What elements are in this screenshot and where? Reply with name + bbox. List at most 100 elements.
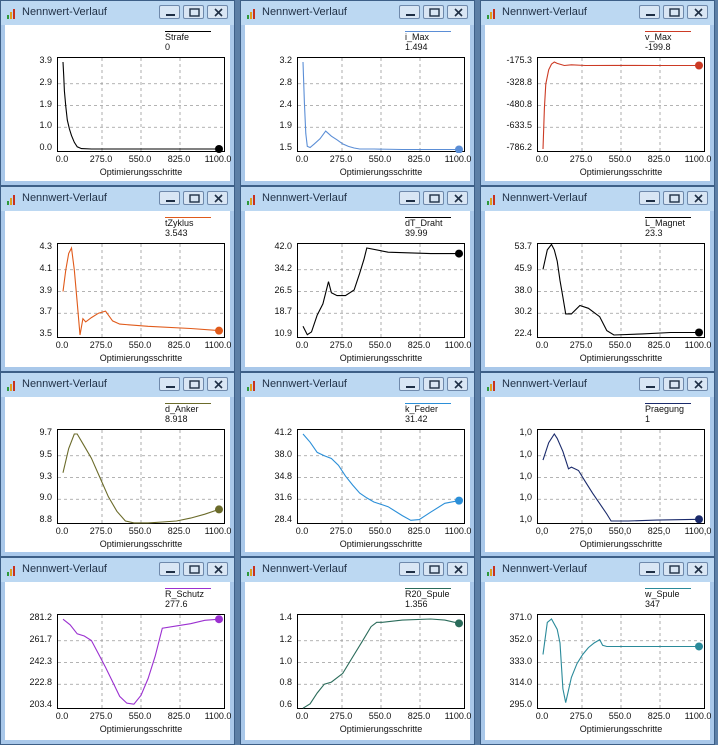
x-tick-label: 1100.0 xyxy=(444,340,472,350)
maximize-button[interactable] xyxy=(183,377,204,391)
maximize-button[interactable] xyxy=(183,191,204,205)
maximize-button[interactable] xyxy=(663,562,684,576)
chart-svg xyxy=(298,244,466,339)
legend-current-value: 23.3 xyxy=(645,228,663,238)
close-button[interactable] xyxy=(687,5,708,19)
y-tick-label: 3.7 xyxy=(39,306,52,317)
close-button[interactable] xyxy=(687,562,708,576)
series-line xyxy=(542,618,699,703)
chart-window[interactable]: Nennwert-Verlauf tZyklus 3.543 4.3 4.1 3.9 3.7… xyxy=(0,186,235,372)
close-button[interactable] xyxy=(207,562,228,576)
chart-window[interactable]: Nennwert-Verlauf L_Magnet 23.3 53.7 45.9 38.0… xyxy=(480,186,715,372)
title-bar[interactable]: Nennwert-Verlauf xyxy=(481,558,714,582)
minimize-button[interactable] xyxy=(399,191,420,205)
series-line xyxy=(62,433,220,524)
close-button[interactable] xyxy=(447,562,468,576)
title-bar[interactable]: Nennwert-Verlauf xyxy=(1,187,234,211)
minimize-button[interactable] xyxy=(639,377,660,391)
minimize-button[interactable] xyxy=(639,191,660,205)
y-tick-label: 371.0 xyxy=(509,612,532,622)
legend-line xyxy=(645,31,691,32)
x-tick-label: 550.0 xyxy=(368,340,392,350)
minimize-button[interactable] xyxy=(399,562,420,576)
legend-series-name: d_Anker xyxy=(165,404,199,414)
x-tick-label: 275.0 xyxy=(89,340,113,350)
legend-line xyxy=(645,403,691,404)
title-bar[interactable]: Nennwert-Verlauf xyxy=(241,1,474,25)
x-tick-label: 0.0 xyxy=(55,154,69,164)
legend-current-value: -199.8 xyxy=(645,42,671,52)
maximize-button[interactable] xyxy=(183,562,204,576)
chart-window[interactable]: Nennwert-Verlauf dT_Draht 39.99 42.0 34.2 26.… xyxy=(240,186,475,372)
x-tick-label: 825.0 xyxy=(647,711,671,721)
title-bar[interactable]: Nennwert-Verlauf xyxy=(241,373,474,397)
window-title: Nennwert-Verlauf xyxy=(262,378,347,390)
legend-series-name: v_Max xyxy=(645,32,672,42)
x-tick-label: 825.0 xyxy=(167,526,191,536)
maximize-button[interactable] xyxy=(423,377,444,391)
maximize-button[interactable] xyxy=(663,5,684,19)
title-bar[interactable]: Nennwert-Verlauf xyxy=(1,558,234,582)
chart-window[interactable]: Nennwert-Verlauf R_Schutz 277.6 281.2 261.7 2… xyxy=(0,557,235,745)
x-axis-label: Optimierungsschritte xyxy=(99,539,183,549)
x-tick-label: 825.0 xyxy=(407,526,431,536)
window-title: Nennwert-Verlauf xyxy=(22,6,107,18)
title-bar[interactable]: Nennwert-Verlauf xyxy=(1,1,234,25)
chart-svg xyxy=(58,58,226,153)
y-tick-label: 2.9 xyxy=(39,76,52,87)
close-button[interactable] xyxy=(447,5,468,19)
chart-window[interactable]: Nennwert-Verlauf R20_Spule 1.356 1.4 1.2 1.0 0… xyxy=(240,557,475,745)
close-button[interactable] xyxy=(447,191,468,205)
title-bar[interactable]: Nennwert-Verlauf xyxy=(241,187,474,211)
y-tick-label: 9.5 xyxy=(39,448,52,459)
current-value-marker xyxy=(215,326,223,335)
close-button[interactable] xyxy=(207,191,228,205)
minimize-button[interactable] xyxy=(159,191,180,205)
x-tick-label: 275.0 xyxy=(89,526,113,536)
chart-window[interactable]: Nennwert-Verlauf i_Max 1.494 3.2 2.8 2.4 1.9 1.… xyxy=(240,0,475,186)
plot-area xyxy=(57,57,226,153)
title-bar[interactable]: Nennwert-Verlauf xyxy=(481,1,714,25)
legend-current-value: 0 xyxy=(165,42,171,52)
current-value-marker xyxy=(215,615,223,624)
minimize-button[interactable] xyxy=(159,562,180,576)
close-button[interactable] xyxy=(207,377,228,391)
series-line xyxy=(302,61,459,151)
minimize-button[interactable] xyxy=(399,377,420,391)
legend-line xyxy=(165,217,211,218)
chart-window[interactable]: Nennwert-Verlauf Strafe 0 3.9 2.9 1.9 1.0 0.0 0.… xyxy=(0,0,235,186)
legend-series-name: L_Magnet xyxy=(645,218,686,228)
close-button[interactable] xyxy=(447,377,468,391)
x-tick-label: 550.0 xyxy=(128,526,152,536)
maximize-button[interactable] xyxy=(423,191,444,205)
title-bar[interactable]: Nennwert-Verlauf xyxy=(241,558,474,582)
close-button[interactable] xyxy=(687,377,708,391)
close-button[interactable] xyxy=(207,5,228,19)
window-title: Nennwert-Verlauf xyxy=(22,378,107,390)
maximize-button[interactable] xyxy=(663,191,684,205)
current-value-marker xyxy=(695,515,703,524)
current-value-marker xyxy=(455,249,463,258)
minimize-button[interactable] xyxy=(639,5,660,19)
chart-window[interactable]: Nennwert-Verlauf k_Feder 31.42 41.2 38.0 34.8… xyxy=(240,372,475,557)
maximize-button[interactable] xyxy=(423,562,444,576)
title-bar[interactable]: Nennwert-Verlauf xyxy=(481,187,714,211)
maximize-button[interactable] xyxy=(183,5,204,19)
minimize-button[interactable] xyxy=(159,377,180,391)
chart-app-icon xyxy=(486,7,498,19)
minimize-button[interactable] xyxy=(639,562,660,576)
chart-window[interactable]: Nennwert-Verlauf d_Anker 8.918 9.7 9.5 9.3 9.0… xyxy=(0,372,235,557)
chart-window[interactable]: Nennwert-Verlauf v_Max -199.8 -175.3 -328.8 -… xyxy=(480,0,715,186)
x-tick-label: 275.0 xyxy=(329,711,353,721)
x-tick-label: 275.0 xyxy=(569,711,593,721)
minimize-button[interactable] xyxy=(159,5,180,19)
x-tick-label: 1100.0 xyxy=(684,340,712,350)
maximize-button[interactable] xyxy=(663,377,684,391)
chart-window[interactable]: Nennwert-Verlauf Praegung 1 1,0 1,0 1,0 1,0 1,0… xyxy=(480,372,715,557)
chart-window[interactable]: Nennwert-Verlauf w_Spule 347 371.0 352.0 333.… xyxy=(480,557,715,745)
maximize-button[interactable] xyxy=(423,5,444,19)
title-bar[interactable]: Nennwert-Verlauf xyxy=(1,373,234,397)
minimize-button[interactable] xyxy=(399,5,420,19)
title-bar[interactable]: Nennwert-Verlauf xyxy=(481,373,714,397)
close-button[interactable] xyxy=(687,191,708,205)
